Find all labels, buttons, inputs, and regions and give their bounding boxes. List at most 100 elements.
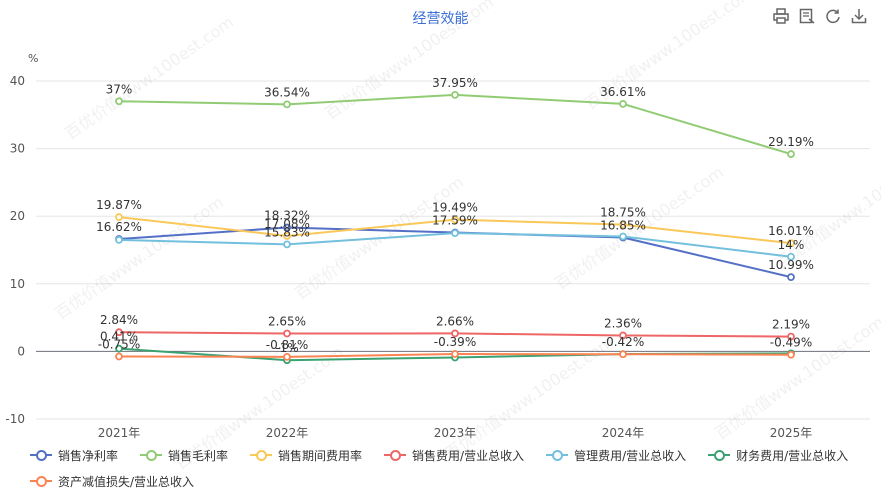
data-label: 17.08% [264, 217, 310, 231]
data-point [787, 273, 795, 282]
x-tick-label: 2025年 [770, 426, 813, 440]
data-point [283, 240, 291, 249]
data-label: -0.39% [434, 335, 476, 349]
data-point [451, 350, 459, 358]
data-point [787, 332, 795, 341]
data-point [451, 229, 459, 238]
legend-label: 资产减值损失/营业总收入 [58, 474, 195, 489]
data-label: 37.95% [432, 76, 478, 90]
legend-item[interactable]: 资产减值损失/营业总收入 [30, 472, 194, 490]
legend-marker-icon [250, 449, 273, 461]
grid-lines [36, 80, 870, 420]
y-tick-label: 0 [17, 344, 25, 358]
data-label: 36.54% [264, 85, 310, 99]
data-label: -1% [275, 341, 298, 355]
data-point [619, 331, 627, 340]
data-label: 37% [106, 82, 133, 96]
watermark-text: 百优价值www.100est.com [321, 0, 497, 123]
data-point [619, 350, 627, 359]
legend-label: 销售净利率 [58, 448, 119, 463]
data-label: 0.41% [100, 330, 138, 344]
legend-marker-icon [30, 449, 52, 461]
print-icon[interactable] [771, 6, 791, 26]
watermark-text: 百优价值www.100est.com [711, 312, 881, 443]
data-point [283, 232, 291, 240]
data-label: 16.01% [768, 224, 814, 238]
data-label: 29.19% [768, 135, 814, 149]
legend-item[interactable]: 销售期间费用率 [250, 446, 362, 464]
data-label: 18.32% [264, 209, 310, 223]
data-label: 2.19% [772, 318, 810, 332]
data-point [787, 239, 795, 248]
y-tick-label: 10 [10, 277, 25, 291]
data-point [115, 213, 123, 221]
data-point [115, 352, 123, 361]
data-label: -0.75% [98, 337, 140, 351]
data-point [283, 329, 291, 338]
data-point [787, 350, 795, 359]
refresh-icon[interactable] [823, 6, 843, 26]
data-label: 2.65% [268, 314, 306, 328]
watermark-text: 百优价值www.100est.com [61, 12, 237, 143]
axis-layer: -10 0 10 20 30 40% 2021年 2022年 2023年 2024年 2025年 [5, 52, 812, 440]
data-label-layer: 16.62% 18.32% 17.59% 16.85% 10.99% 37% 36.54% 3… [96, 76, 814, 355]
data-point [619, 232, 627, 241]
x-tick-label: 2022年 [266, 426, 309, 440]
y-tick-label: 20 [10, 209, 25, 223]
data-label: 19.87% [96, 198, 142, 212]
data-label: -0.42% [602, 335, 644, 349]
data-point [451, 329, 459, 338]
legend-label: 管理费用/营业总收入 [574, 448, 687, 463]
data-label: 16.62% [96, 220, 142, 234]
data-point [115, 328, 123, 337]
legend-item[interactable]: 销售毛利率 [140, 446, 228, 464]
watermark-text: 百优价值www.100est.com [771, 142, 881, 273]
data-label: 36.61% [600, 85, 646, 99]
data-point [451, 215, 459, 224]
data-point [787, 252, 795, 261]
chart-toolbar [771, 6, 869, 26]
data-label: 14% [778, 238, 805, 252]
data-label: -0.49% [770, 336, 812, 350]
data-view-icon[interactable] [797, 6, 817, 26]
watermark-layer: 百优价值www.100est.com 百优价值www.100est.com 百优价值… [51, 0, 881, 473]
data-label: -0.81% [266, 338, 308, 352]
data-label: 15.83% [264, 225, 310, 239]
legend-item[interactable]: 销售费用/营业总收入 [384, 446, 524, 464]
legend-marker-icon [546, 449, 569, 461]
data-point [115, 344, 123, 353]
legend-label: 财务费用/营业总收入 [736, 448, 849, 463]
data-label: 2.36% [604, 316, 642, 330]
legend-label: 销售费用/营业总收入 [412, 448, 525, 463]
series-line [118, 93, 792, 156]
series-layer [115, 90, 795, 365]
data-point [283, 223, 291, 232]
data-point [451, 90, 459, 99]
legend-marker-icon [708, 449, 731, 461]
chart-title: 经营效能 [412, 11, 469, 27]
legend-marker-icon [30, 475, 52, 487]
y-tick-label: 40 [10, 74, 25, 88]
data-label: 18.75% [600, 206, 646, 220]
legend-item[interactable]: 财务费用/营业总收入 [708, 446, 848, 464]
y-tick-label: -10 [5, 412, 25, 426]
watermark-text: 百优价值www.100est.com [441, 332, 617, 463]
data-point [115, 235, 123, 244]
data-label: 10.99% [768, 258, 814, 272]
legend-label: 销售期间费用率 [278, 448, 363, 463]
legend-item[interactable]: 管理费用/营业总收入 [546, 446, 686, 464]
data-point [619, 220, 627, 229]
y-tick-label: 30 [10, 142, 25, 156]
legend-label: 销售毛利率 [168, 448, 229, 463]
data-label: 17.59% [432, 213, 478, 227]
data-point [619, 100, 627, 108]
data-point [283, 352, 291, 361]
download-icon[interactable] [849, 6, 869, 26]
chart-legend: 销售净利率 销售毛利率 销售期间费用率 销售费用/营业总收入 管理费用/营业总收入 财务费… [30, 446, 880, 490]
y-axis-unit: % [28, 52, 38, 65]
data-label: 19.49% [432, 201, 478, 215]
data-point [787, 150, 795, 158]
legend-item[interactable]: 销售净利率 [30, 446, 118, 464]
data-label: 2.84% [100, 313, 138, 327]
x-tick-label: 2024年 [602, 426, 645, 440]
